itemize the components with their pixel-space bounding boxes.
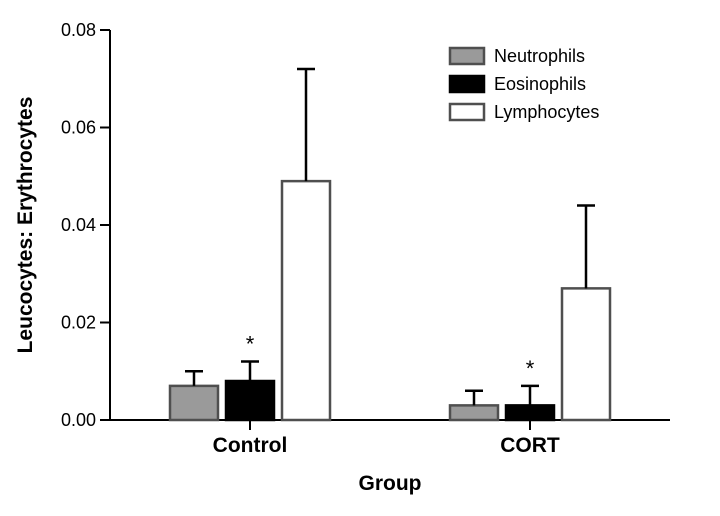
bar [226,381,274,420]
bar [450,405,498,420]
y-tick-label: 0.04 [61,215,96,235]
y-tick-label: 0.00 [61,410,96,430]
chart-container: 0.00 0.02 0.04 0.06 0.08 Leucocytes: Erythroc… [0,0,720,516]
bar-chart: 0.00 0.02 0.04 0.06 0.08 Leucocytes: Erythroc… [0,0,720,516]
y-tick-label: 0.06 [61,118,96,138]
x-tick-label: CORT [500,434,560,457]
y-tick-label: 0.02 [61,313,96,333]
legend-label: Eosinophils [494,74,586,94]
legend-swatch [450,48,484,64]
y-axis-title: Leucocytes: Erythrocytes [14,97,37,354]
significance-star: * [526,356,535,381]
bar [282,181,330,420]
bar [506,405,554,420]
bar [170,386,218,420]
bar [562,288,610,420]
legend-swatch [450,76,484,92]
x-axis-title: Group [359,472,422,495]
y-tick-label: 0.08 [61,20,96,40]
x-tick-label: Control [213,434,288,457]
legend-label: Lymphocytes [494,102,599,122]
significance-star: * [246,332,255,357]
legend-swatch [450,104,484,120]
legend-label: Neutrophils [494,46,585,66]
chart-bg [0,0,720,516]
